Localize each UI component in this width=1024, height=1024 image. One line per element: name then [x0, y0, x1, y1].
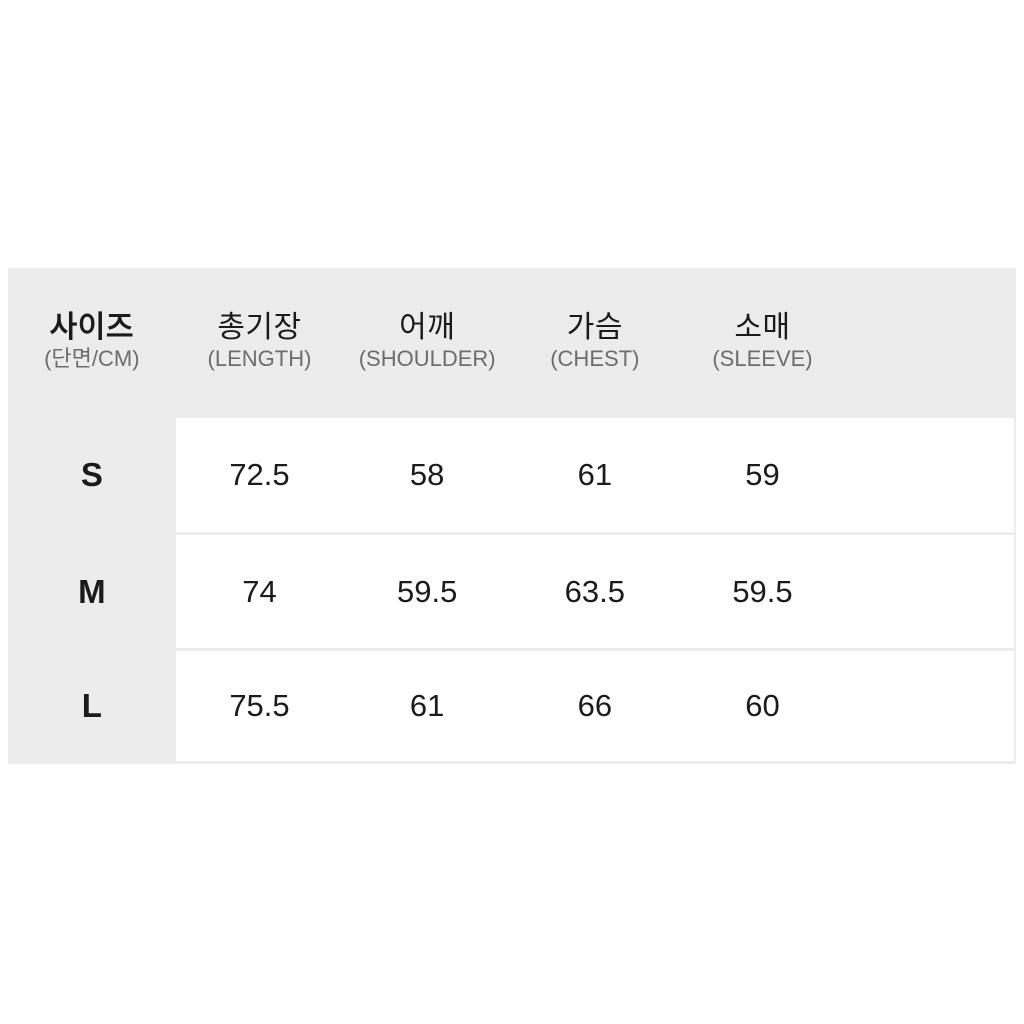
column-header-sleeve-sublabel: (SLEEVE): [712, 346, 813, 372]
column-header-shoulder-label: 어깨: [399, 311, 456, 345]
column-header-sleeve: 소매 (SLEEVE): [679, 268, 847, 415]
column-header-spacer: [846, 268, 1014, 415]
row-m-length-value: 74: [175, 535, 344, 648]
row-s-size-label: S: [80, 456, 103, 493]
row-s-spacer-cell: [846, 418, 1014, 532]
row-l-chest-value: 66: [511, 651, 679, 761]
column-header-size: 사이즈 (단면/CM): [8, 268, 176, 415]
row-s-chest-value: 61: [511, 418, 679, 532]
column-header-length: 총기장 (LENGTH): [176, 268, 344, 415]
row-l-size-label: L: [81, 687, 102, 724]
row-m-sleeve-value: 59.5: [678, 535, 847, 648]
column-header-length-label: 총기장: [217, 311, 302, 345]
column-header-sleeve-label: 소매: [734, 311, 791, 345]
row-m-spacer-cell: [846, 535, 1014, 648]
column-header-size-label: 사이즈: [49, 311, 134, 345]
row-m-size-label: M: [78, 572, 106, 610]
row-s-shoulder-value: 58: [343, 418, 511, 532]
row-l-spacer-cell: [846, 651, 1014, 761]
row-l-shoulder-value: 61: [343, 651, 511, 761]
row-l-sleeve-value: 60: [678, 651, 847, 761]
row-s-sleeve-value: 59: [678, 418, 847, 532]
column-header-shoulder: 어깨 (SHOULDER): [343, 268, 511, 415]
row-l-length-value: 75.5: [175, 651, 344, 761]
column-header-size-sublabel: (단면/CM): [44, 346, 140, 372]
column-header-chest-sublabel: (CHEST): [550, 346, 640, 372]
column-header-chest: 가슴 (CHEST): [511, 268, 679, 415]
column-header-shoulder-sublabel: (SHOULDER): [358, 346, 496, 372]
row-m-chest-value: 63.5: [511, 535, 679, 648]
column-header-chest-label: 가슴: [566, 311, 623, 345]
row-m-shoulder-value: 59.5: [343, 535, 511, 648]
size-chart-table: 사이즈 (단면/CM) 총기장 (LENGTH) 어깨 (SHOULDER) 가…: [8, 268, 1016, 764]
column-header-length-sublabel: (LENGTH): [207, 346, 312, 372]
row-s-length-value: 72.5: [175, 418, 344, 532]
